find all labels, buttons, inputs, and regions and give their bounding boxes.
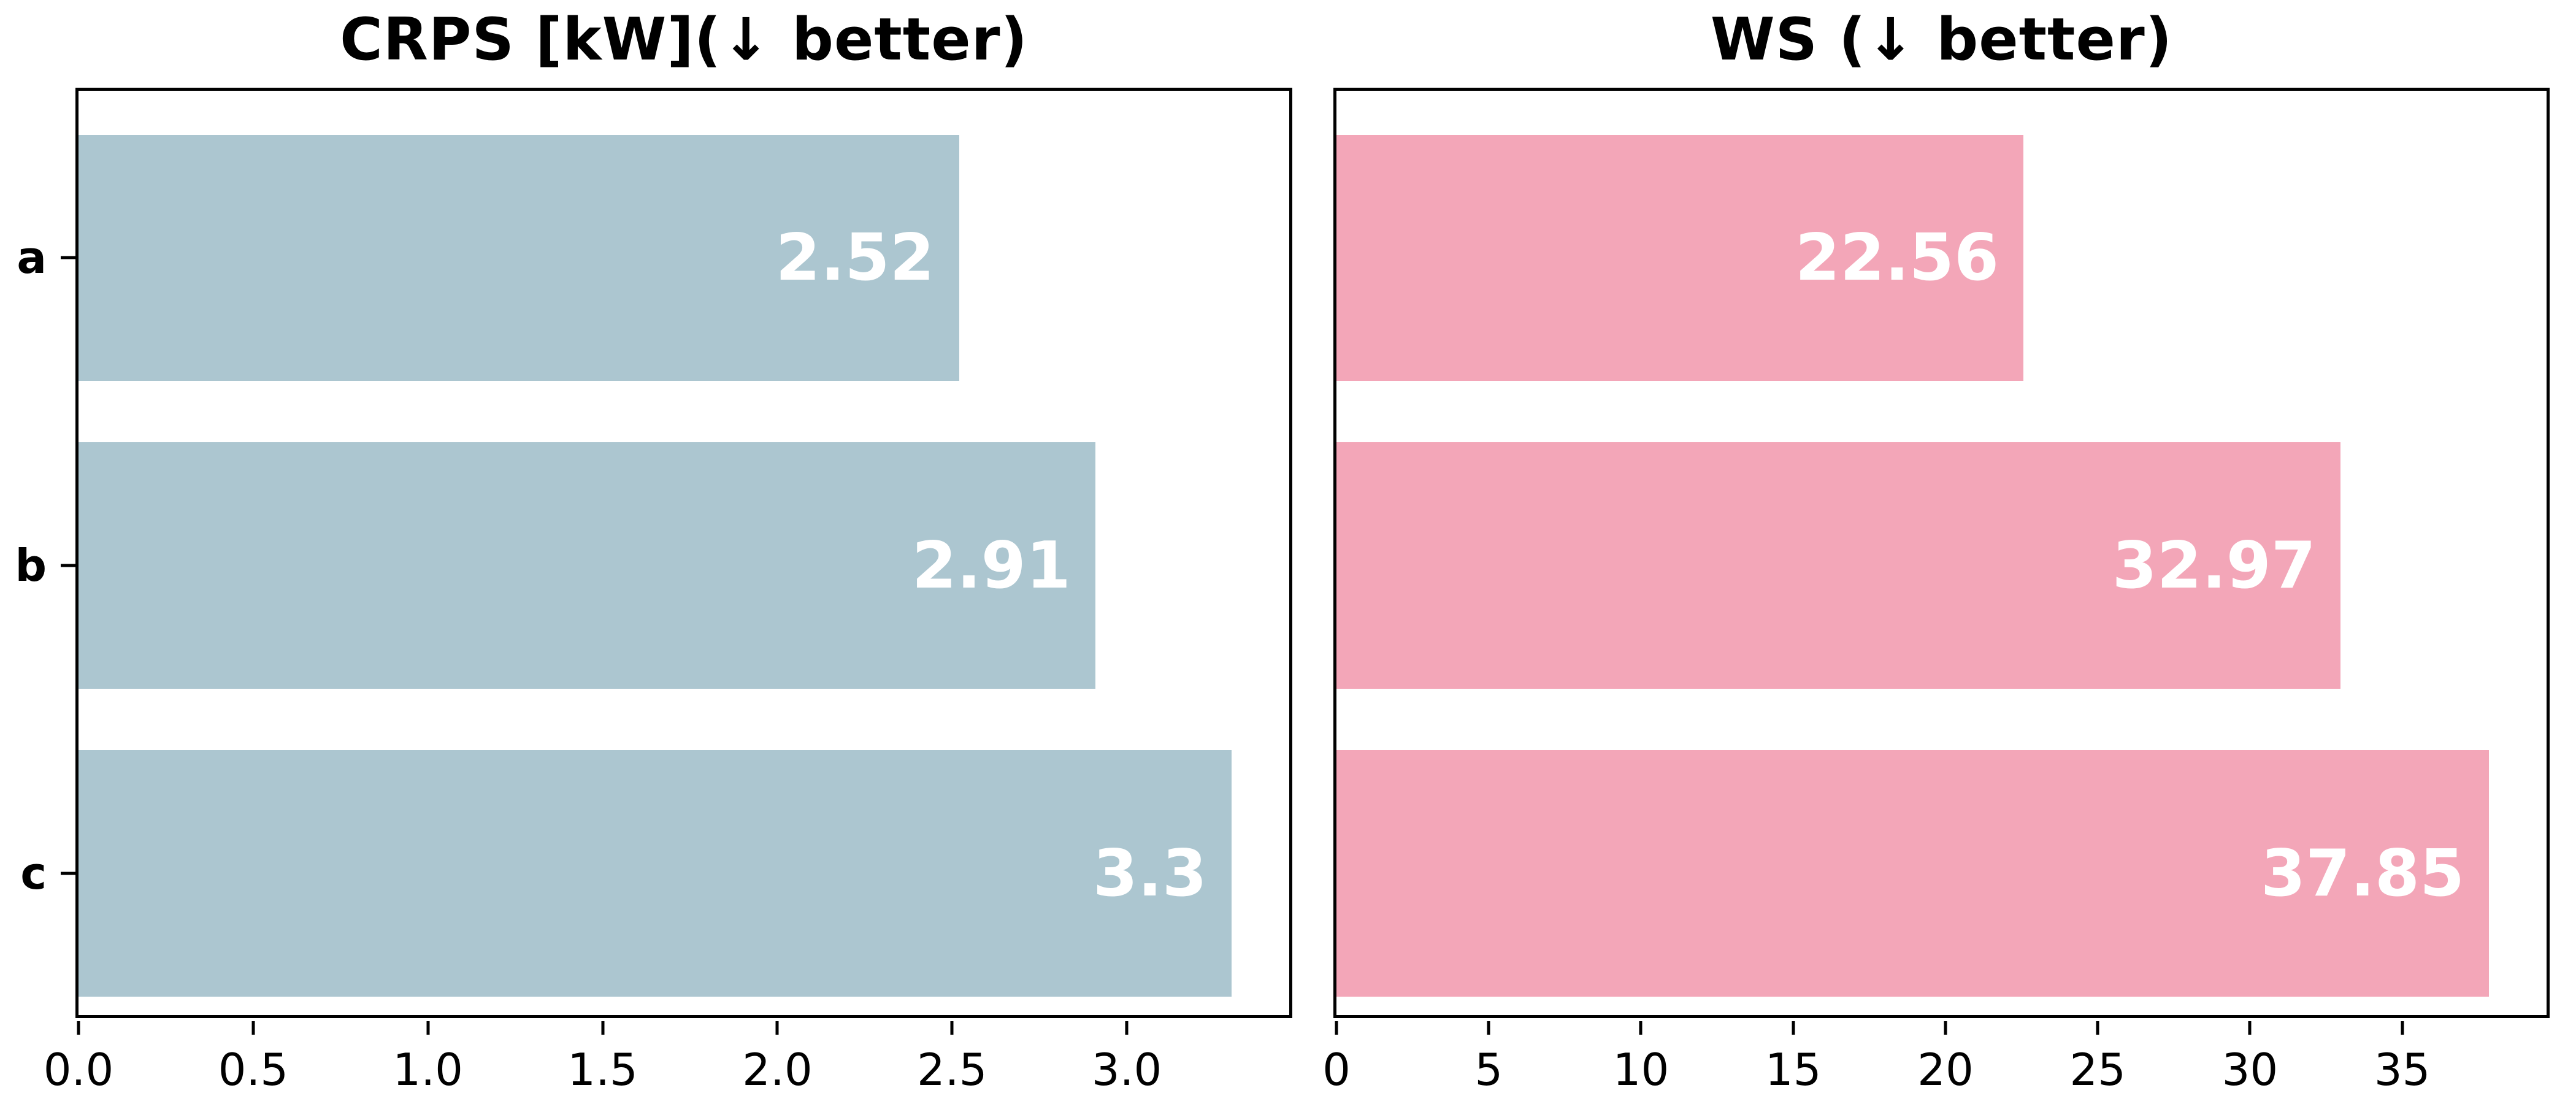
x-tick-label: 25 [2069, 1044, 2126, 1095]
category-label-b: b [15, 540, 47, 592]
x-tick-label: 10 [1612, 1044, 1669, 1095]
x-tick-mark [251, 1021, 255, 1035]
bar-a: 2.52 [79, 134, 959, 381]
x-tick-mark [77, 1021, 80, 1035]
bar-a: 22.56 [1336, 134, 2024, 381]
bar-b: 32.97 [1336, 442, 2340, 689]
category-label-a: a [17, 232, 47, 284]
panel-ws-plot-area: 22.56 32.97 37.85 0 5 10 15 20 25 30 35 [1322, 88, 2550, 1092]
bar-c: 37.85 [1336, 750, 2490, 997]
x-tick-mark [775, 1021, 779, 1035]
x-tick-label: 30 [2221, 1044, 2279, 1095]
bar-value-label: 2.91 [911, 528, 1071, 604]
panel-crps-title: CRPS [kW](↓ better) [340, 6, 1028, 74]
y-tick-mark [61, 564, 75, 567]
x-tick-label: 35 [2374, 1044, 2431, 1095]
bar-value-label: 37.85 [2261, 836, 2465, 911]
x-tick-label: 20 [1917, 1044, 1974, 1095]
category-label-c: c [20, 848, 47, 900]
x-tick-label: 2.0 [742, 1044, 813, 1095]
x-tick-mark [1487, 1021, 1490, 1035]
x-tick-label: 1.5 [567, 1044, 638, 1095]
panel-crps: CRPS [kW](↓ better) 2.52 a 2.91 b 3.3 c 0.0 0.5… [15, 0, 1292, 1104]
x-tick-mark [601, 1021, 605, 1035]
panel-ws: WS (↓ better) 22.56 32.97 37.85 0 5 10 15 20 25 3… [1322, 0, 2550, 1104]
panel-ws-title: WS (↓ better) [1710, 6, 2173, 74]
panel-crps-plot-area: 2.52 a 2.91 b 3.3 c 0.0 0.5 1.0 1.5 2.0 2.5 3.0 [15, 88, 1292, 1092]
x-tick-mark [1125, 1021, 1129, 1035]
x-tick-mark [1639, 1021, 1643, 1035]
x-tick-mark [2096, 1021, 2099, 1035]
x-tick-label: 1.0 [393, 1044, 463, 1095]
x-tick-label: 0.0 [43, 1044, 114, 1095]
x-tick-mark [1335, 1021, 1338, 1035]
bar-value-label: 3.3 [1092, 836, 1207, 911]
bar-b: 2.91 [79, 442, 1095, 689]
x-tick-mark [2401, 1021, 2404, 1035]
bar-value-label: 32.97 [2112, 528, 2316, 604]
x-tick-mark [1944, 1021, 1947, 1035]
y-tick-mark [61, 256, 75, 259]
bar-value-label: 2.52 [775, 220, 935, 296]
x-tick-mark [426, 1021, 430, 1035]
x-tick-label: 2.5 [916, 1044, 987, 1095]
x-tick-label: 15 [1765, 1044, 1822, 1095]
y-tick-mark [61, 872, 75, 875]
x-tick-label: 3.0 [1091, 1044, 1162, 1095]
x-tick-mark [950, 1021, 954, 1035]
x-tick-label: 0.5 [218, 1044, 289, 1095]
x-tick-mark [2248, 1021, 2252, 1035]
bar-value-label: 22.56 [1795, 220, 1999, 296]
bar-c: 3.3 [79, 750, 1232, 997]
x-tick-label: 0 [1322, 1044, 1351, 1095]
x-tick-mark [1792, 1021, 1795, 1035]
x-tick-label: 5 [1474, 1044, 1503, 1095]
